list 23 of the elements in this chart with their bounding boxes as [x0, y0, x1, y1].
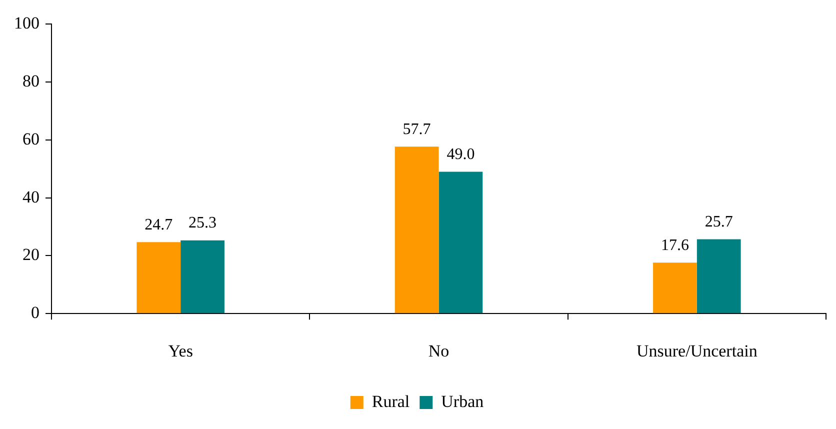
- bar: [696, 239, 741, 314]
- x-tick-label: No: [428, 341, 450, 360]
- data-label: 24.7: [144, 216, 173, 234]
- data-label: 17.6: [660, 236, 689, 254]
- bar: [180, 240, 224, 314]
- bar: [394, 146, 439, 314]
- legend-label: Urban: [441, 392, 484, 411]
- y-tick-label: 80: [22, 72, 40, 91]
- bar: [438, 172, 483, 314]
- data-label: 25.7: [704, 213, 733, 230]
- x-tick-label: Yes: [168, 341, 193, 360]
- bar: [653, 262, 697, 314]
- y-tick-label: 100: [14, 14, 40, 33]
- y-tick-label: 40: [22, 187, 40, 206]
- x-tick-label: Unsure/Uncertain: [636, 341, 758, 360]
- legend-label: Rural: [372, 392, 410, 411]
- data-label: 57.7: [402, 120, 431, 138]
- data-label: 49.0: [446, 146, 475, 163]
- y-tick-label: 60: [22, 129, 40, 148]
- y-tick-label: 0: [31, 303, 40, 322]
- y-tick-label: 20: [22, 245, 40, 264]
- bar: [136, 242, 181, 314]
- data-label: 25.3: [188, 214, 217, 232]
